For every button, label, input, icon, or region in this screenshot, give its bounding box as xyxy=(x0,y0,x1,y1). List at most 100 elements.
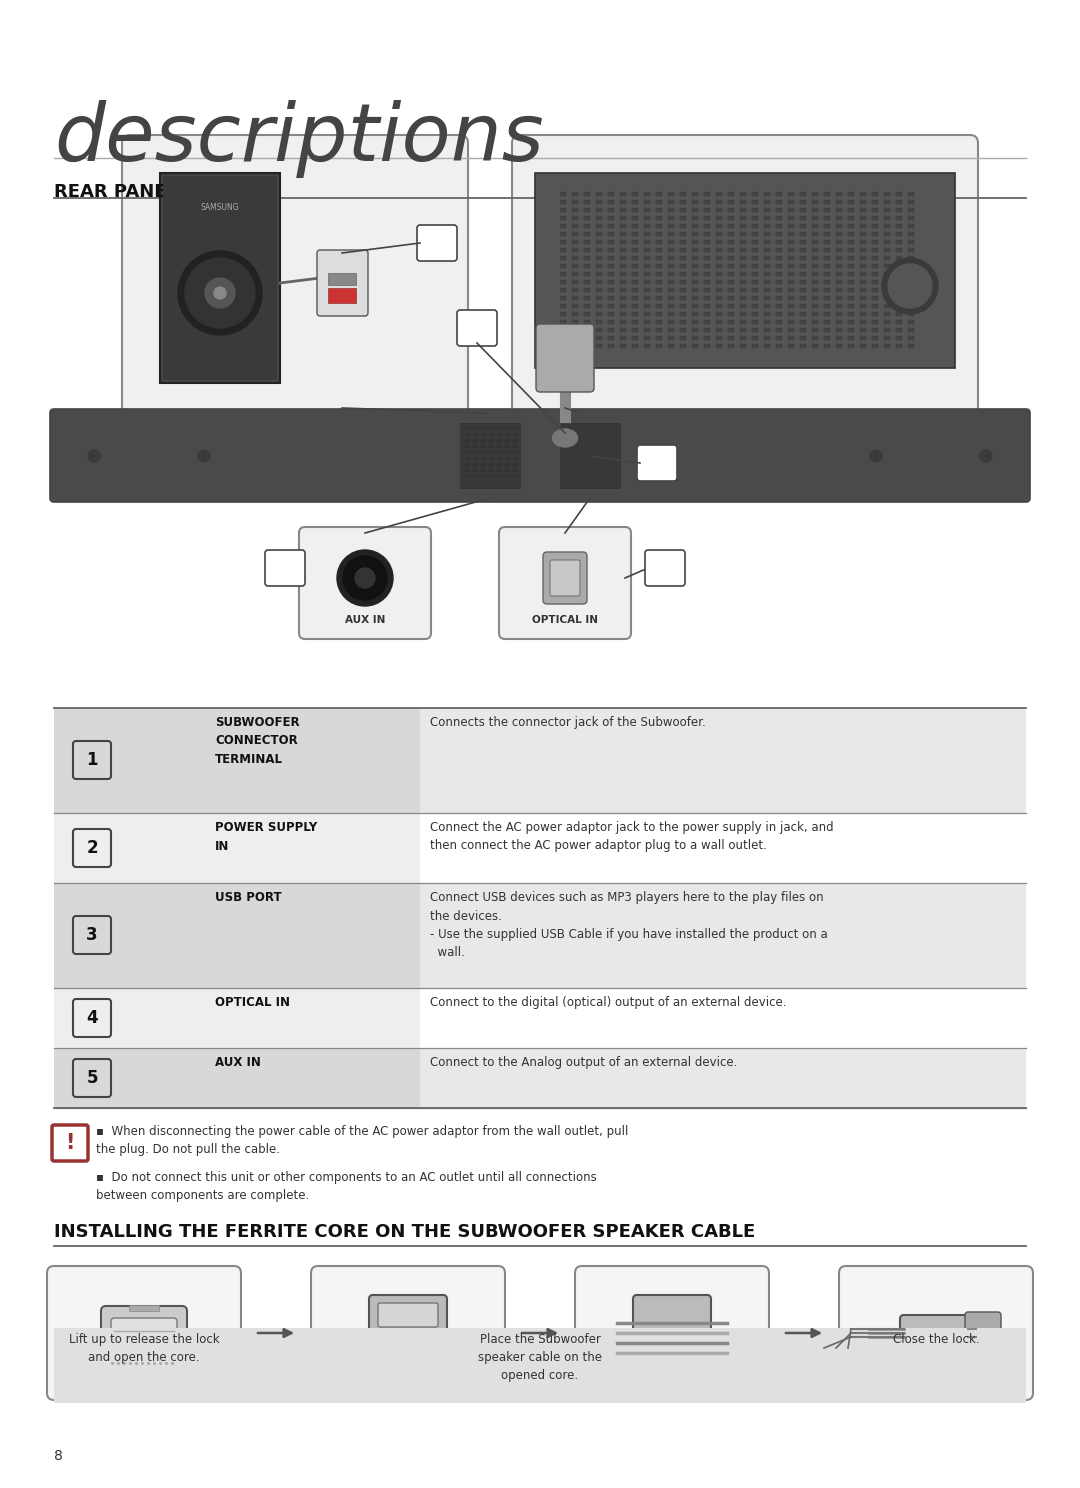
Bar xyxy=(752,263,758,268)
Bar xyxy=(752,248,758,251)
Bar xyxy=(596,312,602,315)
Bar xyxy=(860,216,866,220)
Bar xyxy=(728,216,734,220)
FancyBboxPatch shape xyxy=(512,135,978,417)
Bar xyxy=(561,232,566,237)
Bar xyxy=(848,336,854,339)
Bar xyxy=(561,289,566,292)
Bar xyxy=(513,463,517,466)
FancyBboxPatch shape xyxy=(637,445,677,481)
Bar xyxy=(848,216,854,220)
Bar xyxy=(465,469,469,472)
Circle shape xyxy=(185,257,255,327)
Bar xyxy=(561,208,566,211)
Text: 3: 3 xyxy=(651,454,663,472)
Bar xyxy=(848,280,854,284)
Bar xyxy=(669,296,674,301)
FancyBboxPatch shape xyxy=(536,324,594,391)
Bar xyxy=(908,225,914,228)
Bar xyxy=(885,344,890,348)
Bar xyxy=(777,344,782,348)
Bar xyxy=(860,336,866,339)
Bar xyxy=(656,232,662,237)
Bar xyxy=(896,312,902,315)
Bar xyxy=(644,199,650,204)
Bar xyxy=(740,256,746,260)
Bar xyxy=(824,263,831,268)
Bar xyxy=(608,280,615,284)
Bar xyxy=(740,320,746,324)
Bar xyxy=(584,216,590,220)
Bar xyxy=(836,312,842,315)
Bar xyxy=(692,296,698,301)
Bar xyxy=(908,304,914,308)
Bar xyxy=(669,280,674,284)
Bar xyxy=(896,263,902,268)
Bar xyxy=(716,225,723,228)
Bar xyxy=(620,240,626,244)
Bar xyxy=(740,192,746,196)
Bar xyxy=(885,225,890,228)
Bar xyxy=(572,199,578,204)
Bar xyxy=(788,208,794,211)
Bar xyxy=(584,296,590,301)
Bar xyxy=(885,272,890,275)
Bar xyxy=(572,225,578,228)
Bar xyxy=(872,296,878,301)
Bar xyxy=(812,216,818,220)
Bar xyxy=(740,216,746,220)
Bar xyxy=(584,272,590,275)
Bar xyxy=(740,304,746,308)
Bar xyxy=(872,336,878,339)
Bar xyxy=(752,327,758,332)
Bar xyxy=(704,289,710,292)
Bar xyxy=(777,225,782,228)
Bar xyxy=(812,232,818,237)
Bar xyxy=(885,208,890,211)
Bar xyxy=(740,263,746,268)
FancyBboxPatch shape xyxy=(457,310,497,347)
Bar xyxy=(584,256,590,260)
Circle shape xyxy=(337,551,393,606)
Bar xyxy=(644,289,650,292)
Bar xyxy=(584,208,590,211)
FancyBboxPatch shape xyxy=(73,1059,111,1097)
Bar xyxy=(497,463,501,466)
Bar xyxy=(620,192,626,196)
Bar xyxy=(704,208,710,211)
Bar xyxy=(54,988,420,1048)
Circle shape xyxy=(355,568,375,588)
Bar xyxy=(489,427,492,430)
Bar xyxy=(788,296,794,301)
Text: ▪  Do not connect this unit or other components to an AC outlet until all connec: ▪ Do not connect this unit or other comp… xyxy=(96,1171,597,1202)
Bar xyxy=(704,240,710,244)
Bar xyxy=(800,327,806,332)
Bar xyxy=(481,463,485,466)
Bar xyxy=(465,439,469,442)
Bar xyxy=(824,248,831,251)
Bar xyxy=(896,344,902,348)
Bar xyxy=(620,304,626,308)
Bar xyxy=(848,225,854,228)
Bar xyxy=(704,192,710,196)
Bar xyxy=(608,344,615,348)
Bar xyxy=(885,304,890,308)
Text: AUX IN: AUX IN xyxy=(215,1056,261,1068)
Bar xyxy=(656,312,662,315)
Bar xyxy=(896,296,902,301)
Bar xyxy=(812,263,818,268)
Bar xyxy=(692,280,698,284)
Bar xyxy=(489,457,492,460)
Bar xyxy=(885,248,890,251)
Bar xyxy=(764,208,770,211)
Bar xyxy=(572,320,578,324)
Bar xyxy=(632,327,638,332)
Bar xyxy=(596,199,602,204)
Bar xyxy=(584,336,590,339)
Bar xyxy=(481,433,485,436)
Bar xyxy=(836,225,842,228)
Bar xyxy=(716,263,723,268)
Bar xyxy=(669,208,674,211)
Bar xyxy=(596,248,602,251)
Bar xyxy=(752,312,758,315)
